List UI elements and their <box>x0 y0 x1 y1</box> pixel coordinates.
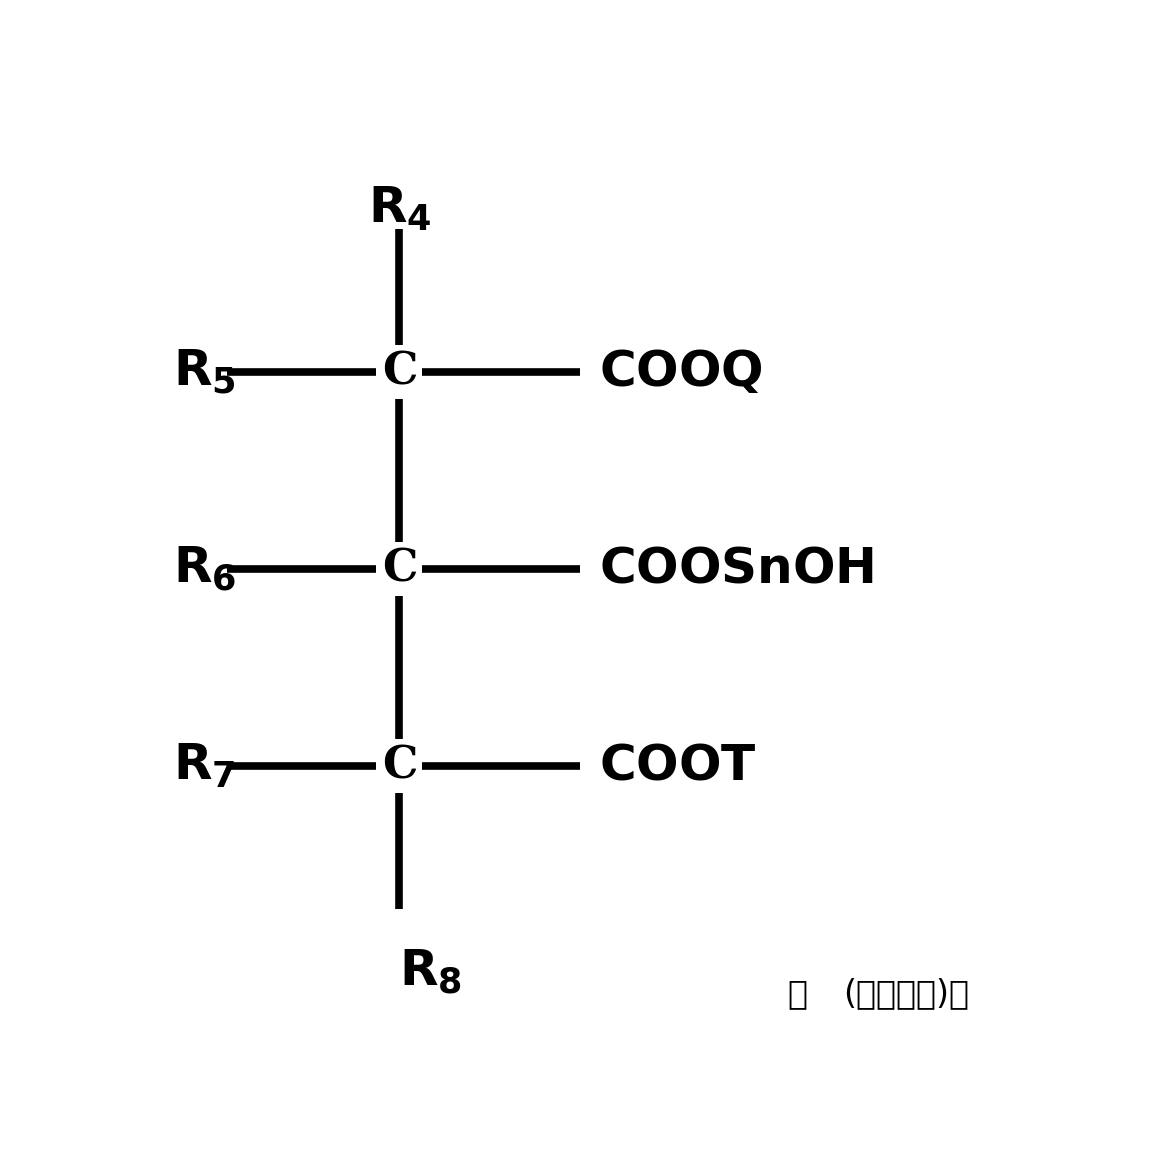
Text: $\mathbf{R_8}$: $\mathbf{R_8}$ <box>399 947 463 996</box>
Text: $\mathbf{COOT}$: $\mathbf{COOT}$ <box>598 741 756 790</box>
Text: C: C <box>382 351 417 394</box>
Text: ，: ， <box>787 977 808 1011</box>
Text: C: C <box>382 744 417 788</box>
Text: (结构式二)；: (结构式二)； <box>843 977 969 1011</box>
Text: $\mathbf{R_4}$: $\mathbf{R_4}$ <box>368 184 431 234</box>
Text: $\mathbf{R_6}$: $\mathbf{R_6}$ <box>173 544 237 594</box>
Text: $\mathbf{R_5}$: $\mathbf{R_5}$ <box>173 347 236 396</box>
Text: $\mathbf{COOSnOH}$: $\mathbf{COOSnOH}$ <box>598 544 874 594</box>
Text: C: C <box>382 547 417 590</box>
Text: $\mathbf{COOQ}$: $\mathbf{COOQ}$ <box>598 347 763 396</box>
Text: $\mathbf{R_7}$: $\mathbf{R_7}$ <box>173 741 236 790</box>
